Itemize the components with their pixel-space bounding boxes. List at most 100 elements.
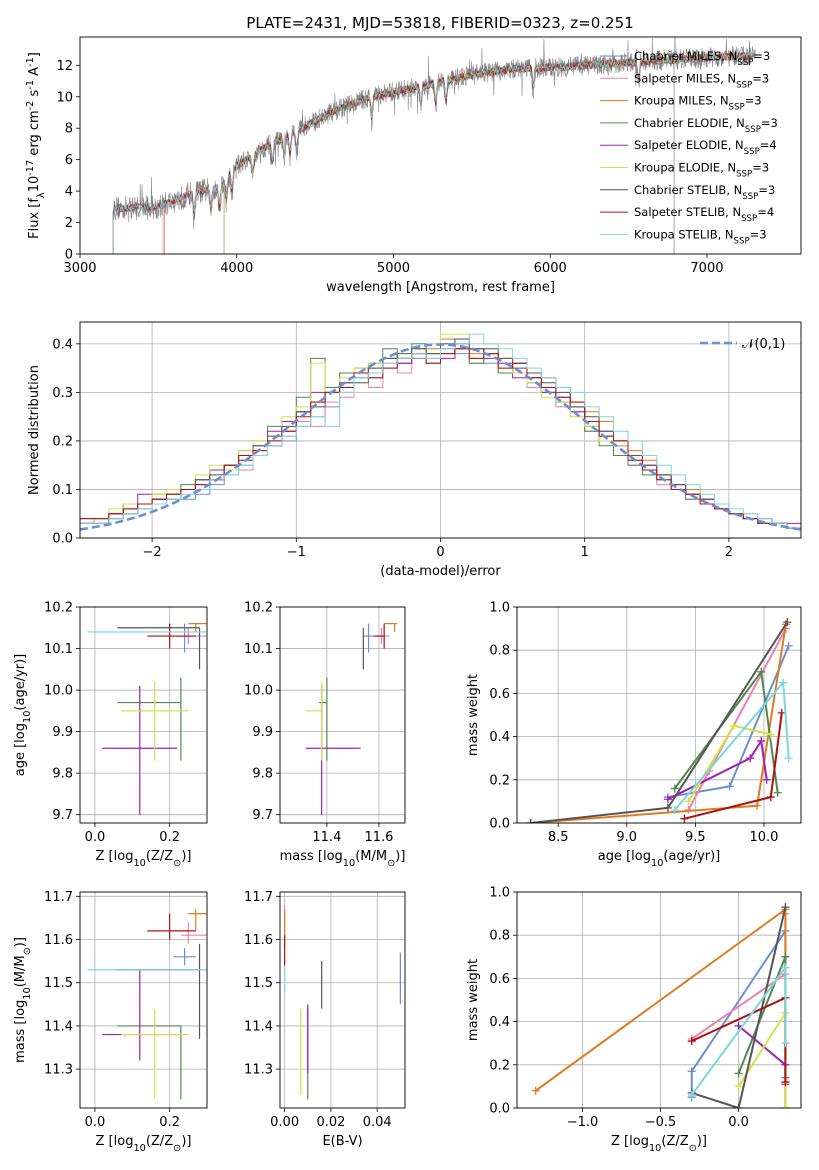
y-tick-label: 11.3 — [44, 1063, 73, 1078]
y-tick-label: 0.1 — [52, 483, 73, 498]
label-fragment: age [log — [598, 849, 651, 864]
label-fragment: =3 — [745, 94, 762, 108]
label-fragment: Salpeter STELIB, N — [634, 205, 741, 219]
weight-point-marker — [687, 1037, 696, 1046]
x-tick-label: 9.5 — [685, 830, 706, 845]
y-axis-label: age [log10(age/yr)] — [13, 654, 33, 777]
y-tick-label: 0.4 — [52, 337, 73, 352]
x-tick-label: 0.02 — [316, 1115, 345, 1130]
x-tick-label: 5000 — [377, 261, 410, 276]
label-fragment: (age/yr)] — [663, 849, 720, 864]
label-fragment: Z [log — [611, 1134, 649, 1149]
y-tick-label: 0.2 — [489, 773, 510, 788]
x-tick-label: 0.2 — [159, 1115, 180, 1130]
label-fragment: -17 — [25, 160, 36, 176]
model-spectrum — [112, 52, 755, 254]
x-tick-label: 11.4 — [312, 830, 341, 845]
label-fragment: Flux [f — [27, 198, 42, 239]
weight-point-marker — [766, 730, 775, 739]
x-tick-label: 9.0 — [616, 830, 637, 845]
plot-area — [306, 623, 398, 815]
label-fragment: Kroupa ELODIE, N — [634, 161, 736, 175]
label-fragment: SSP — [745, 125, 761, 135]
label-fragment: ⊙ — [22, 947, 33, 955]
label-fragment: SSP — [729, 103, 745, 113]
figure-title: PLATE=2431, MJD=53818, FIBERID=0323, z=0… — [246, 14, 633, 32]
y-axis-label: Flux [fλ10-17 erg cm-2 s-1 A-1] — [25, 52, 47, 239]
label-fragment: Kroupa MILES, N — [634, 94, 729, 108]
label-fragment: 10 — [651, 858, 663, 869]
y-tick-label: 10.1 — [44, 642, 73, 657]
label-fragment: =3 — [752, 71, 769, 85]
label-fragment: (Z/Z — [146, 1134, 173, 1149]
label-fragment: ⊙ — [387, 858, 395, 869]
weight-point-marker — [757, 667, 766, 676]
weight-point-marker — [687, 1091, 696, 1100]
label-fragment: SSP — [736, 80, 752, 90]
label-fragment: mass [log — [280, 849, 343, 864]
weight-point-marker — [779, 678, 788, 687]
plot-area — [87, 623, 207, 815]
weight-point-marker — [784, 641, 793, 650]
weight-point-marker — [781, 1078, 790, 1087]
weight-point-marker — [663, 803, 672, 812]
weight-point-marker — [670, 784, 679, 793]
label-fragment: SSP — [744, 147, 760, 157]
label-fragment: 10 — [133, 1143, 145, 1154]
label-fragment: )] — [697, 1134, 707, 1149]
plot-frame — [516, 606, 802, 824]
x-tick-label: 6000 — [534, 261, 567, 276]
legend-entry-label: Salpeter STELIB, NSSP=4 — [634, 205, 774, 224]
legend-entry-label: 𝒩(0,1) — [742, 337, 785, 352]
weight-point-marker — [734, 1021, 743, 1030]
weight-point-marker — [746, 754, 755, 763]
legend-entry-label: Salpeter ELODIE, NSSP=4 — [634, 138, 777, 157]
weight-point-marker — [781, 903, 790, 912]
label-fragment: ] — [27, 52, 42, 57]
label-fragment: Z [log — [96, 1134, 134, 1149]
y-tick-label: 11.7 — [44, 890, 73, 905]
label-fragment: )] — [13, 937, 28, 947]
y-axis-label: mass weight — [466, 959, 481, 1041]
y-tick-label: 0.3 — [52, 386, 73, 401]
x-tick-label: 4000 — [220, 261, 253, 276]
weight-series-line — [737, 1009, 787, 1108]
y-tick-label: 11.5 — [44, 976, 73, 991]
model-spectrum — [112, 51, 755, 254]
label-fragment: SSP — [742, 192, 758, 202]
y-tick-label: 11.4 — [244, 1019, 273, 1034]
label-fragment: =3 — [753, 49, 770, 63]
label-fragment: SSP — [736, 170, 752, 180]
label-fragment: SSP — [737, 58, 753, 68]
x-axis-label: Z [log10(Z/Z⊙)] — [96, 1134, 192, 1154]
weight-point-marker — [781, 1104, 790, 1108]
label-fragment: -1 — [25, 80, 36, 90]
y-tick-label: 9.8 — [252, 767, 273, 782]
y-tick-label: 11.7 — [244, 890, 273, 905]
y-tick-label: 9.9 — [252, 725, 273, 740]
y-axis-label: Normed distribution — [27, 365, 42, 495]
histogram-series — [80, 333, 801, 538]
y-axis-label: mass weight — [466, 674, 481, 756]
label-fragment: λ — [36, 192, 47, 198]
weight-series-line — [667, 738, 768, 801]
plot-area — [87, 909, 207, 1100]
label-fragment: =3 — [752, 161, 769, 175]
y-tick-label: 0.0 — [489, 1102, 510, 1117]
plot-area — [112, 37, 756, 254]
label-fragment: 10 — [343, 858, 355, 869]
y-tick-label: 11.4 — [44, 1019, 73, 1034]
weight-point-marker — [784, 754, 793, 763]
x-tick-label: 0.0 — [728, 1115, 749, 1130]
label-fragment: -2 — [25, 101, 36, 111]
legend-entry-label: Chabrier ELODIE, NSSP=3 — [634, 116, 778, 135]
y-tick-label: 8 — [65, 122, 73, 137]
weight-point-marker — [725, 782, 734, 791]
y-tick-label: 10.0 — [44, 684, 73, 699]
y-tick-label: 10 — [56, 90, 73, 105]
legend-entry-label: Kroupa MILES, NSSP=3 — [634, 94, 762, 113]
x-tick-label: 0.04 — [363, 1115, 392, 1130]
y-tick-label: 0.4 — [489, 1015, 510, 1030]
y-tick-label: 11.6 — [44, 933, 73, 948]
x-axis-label: mass [log10(M/M⊙)] — [280, 849, 406, 869]
